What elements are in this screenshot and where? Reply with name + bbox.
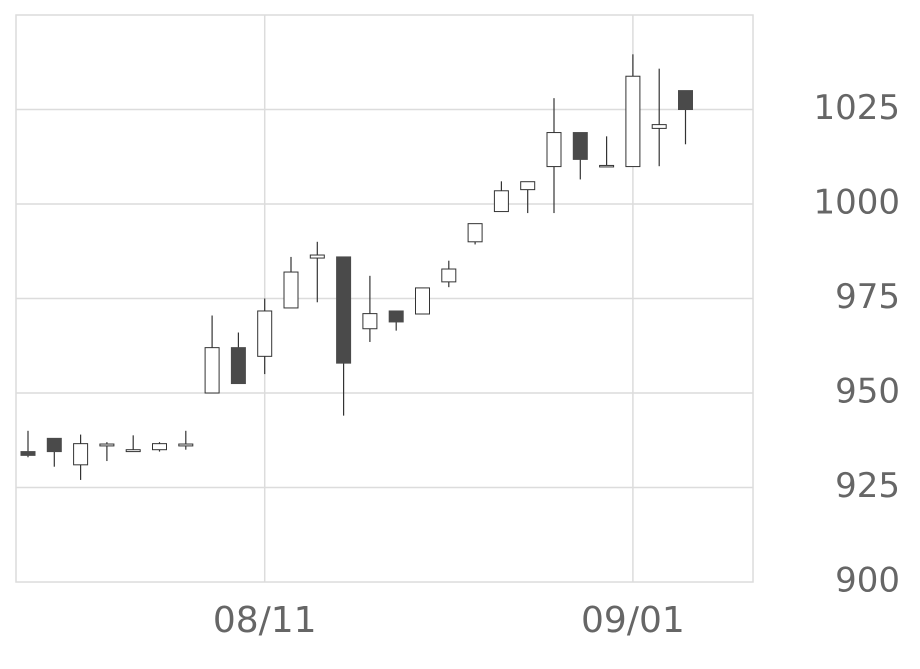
x-tick-label: 09/01: [581, 600, 685, 641]
candle-body: [546, 132, 562, 168]
y-tick-label: 900: [835, 561, 900, 601]
candle-body: [204, 347, 220, 394]
candle-body: [572, 132, 588, 160]
candle-body: [441, 268, 457, 283]
candle-body: [415, 287, 430, 315]
y-tick-label: 925: [835, 466, 900, 506]
candle-body: [336, 256, 352, 364]
candle-body: [99, 443, 115, 447]
candle-body: [362, 313, 378, 330]
candle-body: [152, 443, 167, 451]
x-tick-label: 08/11: [213, 600, 317, 641]
candle-body: [625, 75, 641, 168]
candle-body: [467, 223, 483, 243]
candle-body: [309, 254, 325, 259]
y-tick-label: 950: [835, 372, 900, 412]
candle-body: [46, 437, 62, 453]
candle-body: [599, 164, 615, 168]
candle-body: [125, 449, 141, 453]
candle-body: [651, 124, 667, 129]
candle-body: [388, 310, 404, 323]
y-tick-label: 975: [835, 277, 900, 317]
candle-body: [257, 310, 273, 357]
y-tick-label: 1025: [813, 88, 900, 128]
candle-body: [230, 347, 246, 385]
candle-body: [20, 451, 36, 456]
candle-body: [493, 190, 509, 213]
candle-body: [178, 443, 194, 447]
candle-body: [283, 271, 299, 309]
candle-body: [520, 181, 536, 191]
candle-body: [73, 443, 89, 466]
y-tick-label: 1000: [813, 183, 900, 223]
candle-body: [678, 90, 693, 110]
